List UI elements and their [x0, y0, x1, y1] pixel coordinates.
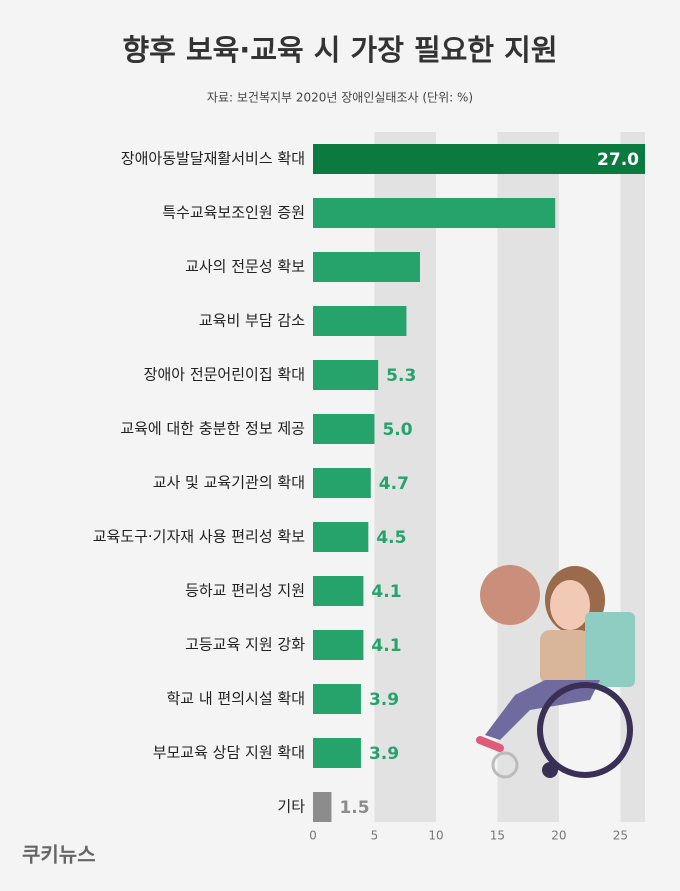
bands	[374, 132, 645, 822]
category-label: 장애아 전문어린이집 확대	[144, 366, 305, 384]
chart-title: 향후 보육·교육 시 가장 필요한 지원	[122, 33, 557, 67]
x-tick-label: 5	[371, 829, 379, 843]
bar	[313, 306, 407, 336]
band	[620, 132, 645, 822]
category-label: 교사의 전문성 확보	[185, 258, 305, 276]
value-label: 5.0	[382, 420, 412, 440]
category-label: 고등교육 지원 강화	[185, 636, 305, 654]
x-tick-label: 10	[428, 829, 443, 843]
bar	[313, 738, 361, 768]
category-label: 장애아동발달재활서비스 확대	[121, 150, 305, 168]
band	[374, 132, 436, 822]
category-label: 부모교육 상담 지원 확대	[153, 744, 305, 762]
value-label: 8.7	[384, 258, 414, 278]
value-label: 19.7	[507, 204, 549, 224]
bar	[313, 522, 369, 552]
logo: 쿠키뉴스	[22, 843, 96, 867]
category-label: 교사 및 교육기관의 확대	[153, 474, 305, 492]
value-label: 1.5	[339, 798, 369, 818]
bar	[313, 576, 364, 606]
category-label: 학교 내 편의시설 확대	[166, 690, 305, 708]
value-label: 4.5	[376, 528, 406, 548]
category-label: 등하교 편리성 지원	[185, 582, 305, 600]
bar	[313, 630, 364, 660]
x-tick-label: 25	[613, 829, 628, 843]
x-tick-label: 15	[490, 829, 505, 843]
category-label: 교육에 대한 충분한 정보 제공	[120, 420, 305, 438]
illustration	[476, 565, 635, 779]
value-label: 3.9	[369, 690, 399, 710]
value-label: 4.1	[371, 582, 401, 602]
bar	[313, 198, 556, 228]
category-label: 기타	[277, 798, 305, 816]
bar	[313, 144, 645, 174]
bar	[313, 414, 375, 444]
bar	[313, 252, 420, 282]
chart-subtitle: 자료: 보건복지부 2020년 장애인실태조사 (단위: %)	[207, 91, 473, 105]
value-label: 5.3	[386, 366, 416, 386]
value-label: 27.0	[597, 150, 639, 170]
category-label: 교육비 부담 감소	[199, 312, 305, 330]
bar	[313, 684, 361, 714]
value-label: 4.1	[371, 636, 401, 656]
bar	[313, 468, 371, 498]
value-label: 3.9	[369, 744, 399, 764]
bar	[313, 792, 332, 822]
value-label: 7.6	[370, 312, 400, 332]
category-label: 특수교육보조인원 증원	[162, 204, 305, 222]
bar	[313, 360, 379, 390]
x-tick-label: 20	[551, 829, 566, 843]
category-label: 교육도구·기자재 사용 편리성 확보	[93, 528, 305, 546]
value-label: 4.7	[379, 474, 409, 494]
x-tick-label: 0	[309, 829, 317, 843]
